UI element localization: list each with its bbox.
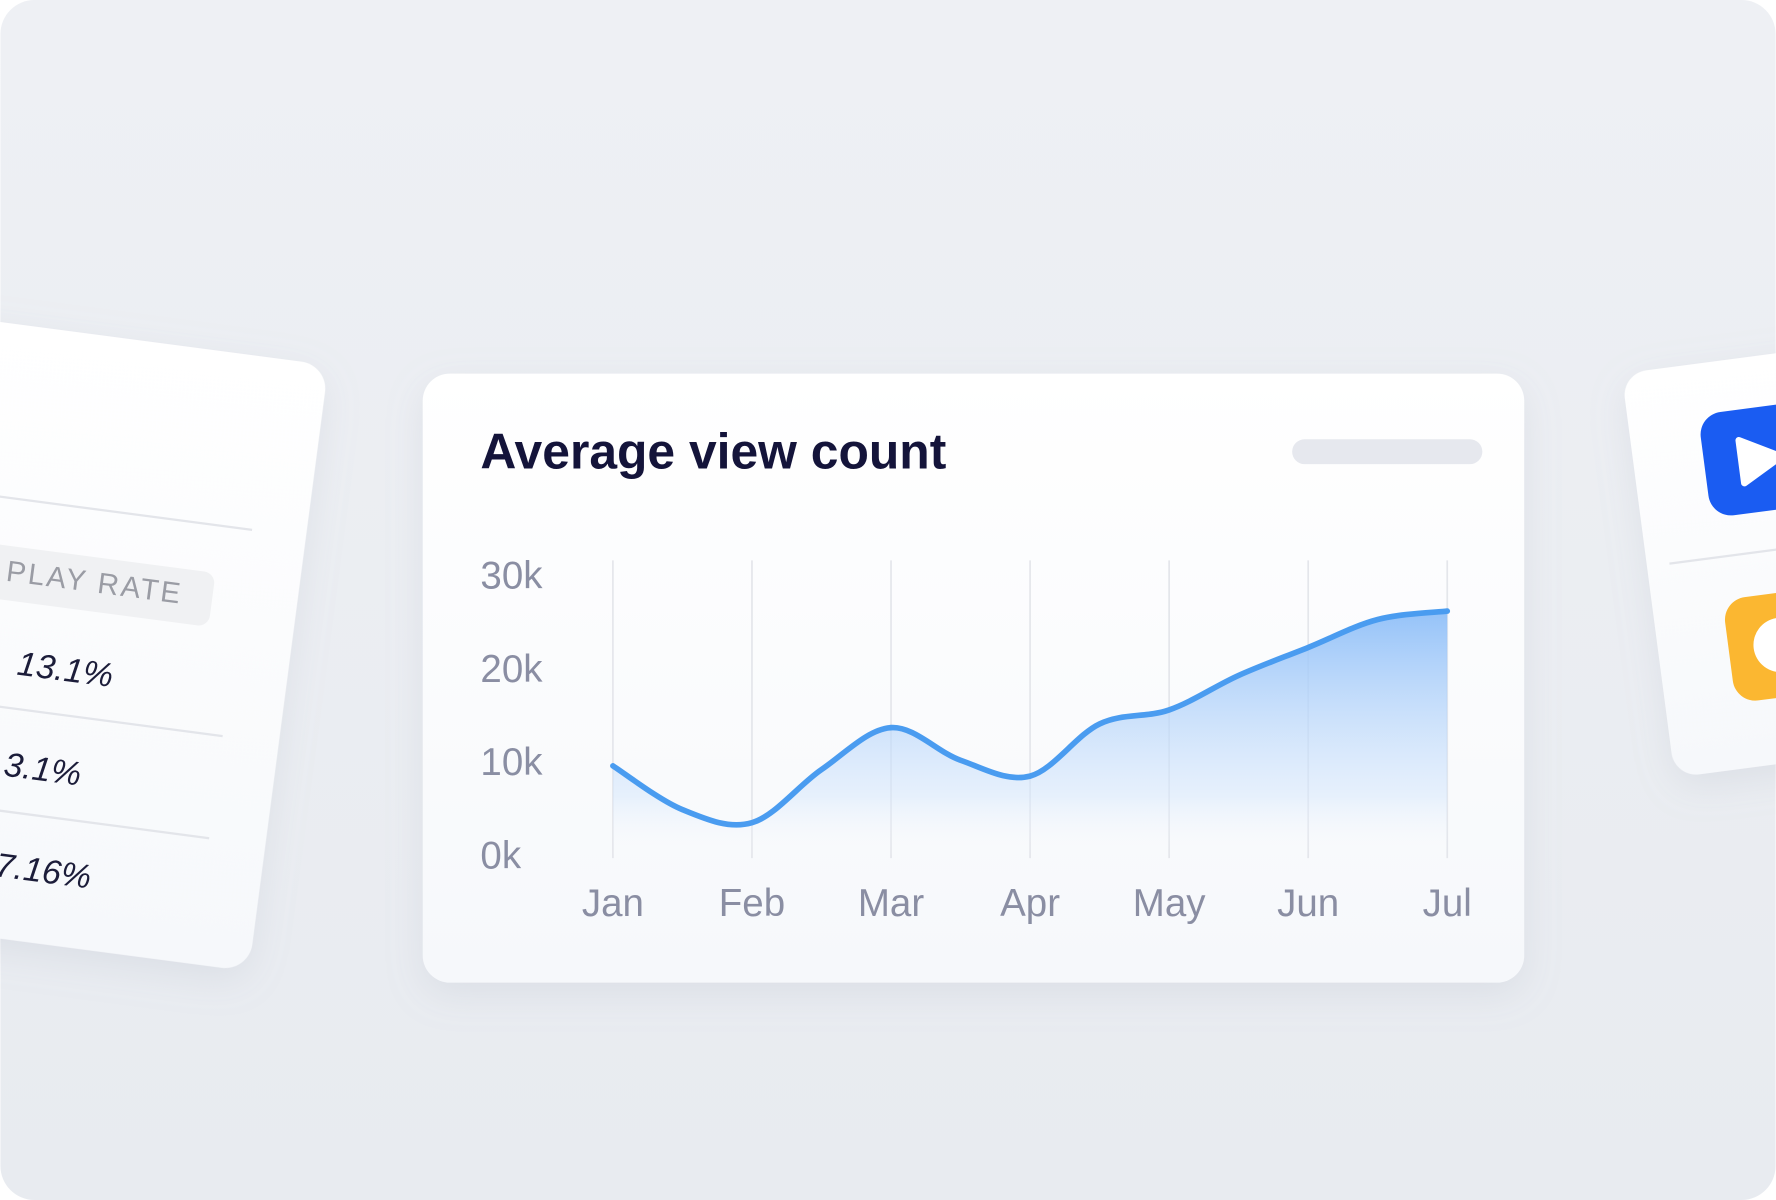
placeholder-pill [1292,439,1483,465]
divider [0,782,210,840]
header-pill [0,542,215,626]
divider [0,473,253,531]
play-glyph [1735,436,1776,487]
x-tick-label: Apr [1000,882,1060,925]
y-tick-label: 30k [480,555,543,598]
divider [0,680,223,738]
x-tick-label: Jan [582,882,644,925]
clock-face [1753,617,1776,673]
card-bg [0,306,326,968]
x-tick-label: Feb [719,882,785,925]
x-tick-label: Mar [858,882,924,925]
y-tick-label: 20k [480,648,543,691]
x-tick-label: May [1133,882,1206,925]
chart-title: Average view count [480,423,946,479]
y-tick-label: 10k [480,741,543,784]
clock-icon [1724,589,1776,701]
y-tick-label: 0k [480,834,521,877]
x-tick-label: Jun [1277,882,1339,925]
line [610,608,1451,828]
chart-card: Average view count 0k 10k 20k 30k Jan Feb Mar A… [422,373,1525,983]
right-card [1624,329,1776,775]
area [612,611,1448,859]
left-card: PLAY RATE 13.1% 3.1% 7.16% [0,306,326,968]
x-tick-label: Jul [1423,882,1472,925]
divider [1669,518,1776,565]
